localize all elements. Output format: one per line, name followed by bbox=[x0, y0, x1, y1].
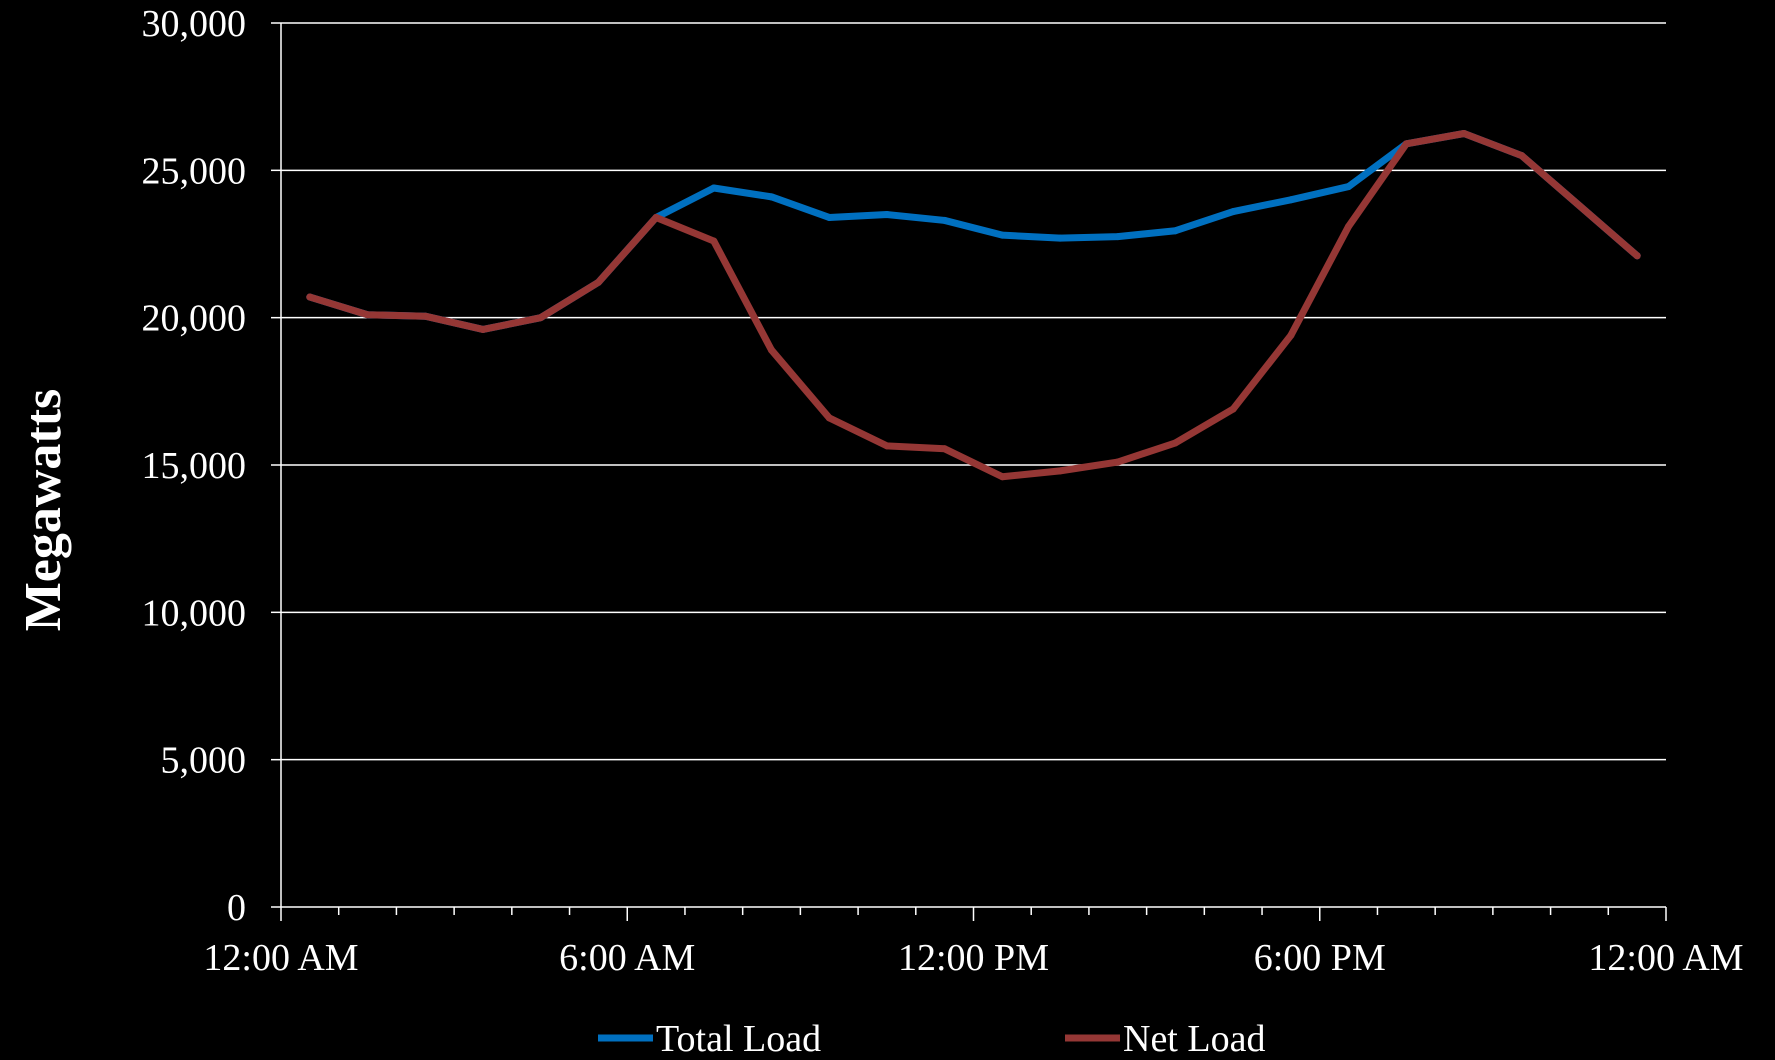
legend-label: Total Load bbox=[656, 1018, 821, 1060]
series-line-total-load bbox=[306, 130, 1641, 333]
data-point bbox=[1229, 208, 1237, 216]
y-axis-ticks: 0 5,000 10,000 15,000 20,000 25,000 30,000 bbox=[142, 3, 281, 929]
data-point bbox=[1402, 140, 1410, 148]
data-point bbox=[1287, 196, 1295, 204]
data-point bbox=[941, 445, 949, 453]
series-line-net-load bbox=[306, 130, 1641, 481]
data-point bbox=[1575, 202, 1583, 210]
data-point bbox=[1633, 252, 1641, 260]
data-point bbox=[364, 311, 372, 319]
legend-label: Net Load bbox=[1123, 1018, 1265, 1060]
x-tick-label: 6:00 AM bbox=[559, 937, 695, 979]
data-point bbox=[652, 213, 660, 221]
data-point bbox=[537, 314, 545, 322]
data-point bbox=[479, 325, 487, 333]
data-point bbox=[1460, 130, 1468, 137]
data-point bbox=[306, 293, 314, 301]
data-point bbox=[1287, 331, 1295, 339]
series-lines bbox=[306, 130, 1641, 481]
data-point bbox=[1056, 234, 1064, 242]
data-point bbox=[710, 184, 718, 192]
data-point bbox=[941, 216, 949, 224]
legend: Total Load Net Load bbox=[598, 1018, 1265, 1060]
data-point bbox=[768, 193, 776, 201]
x-axis-ticks: 12:00 AM 6:00 AM 12:00 PM 6:00 PM 12:00 AM bbox=[203, 907, 1744, 979]
data-point bbox=[1114, 458, 1122, 466]
data-point bbox=[1345, 183, 1353, 191]
y-tick-label: 30,000 bbox=[142, 3, 247, 45]
y-axis-label: Megawatts bbox=[15, 389, 72, 632]
data-point bbox=[825, 213, 833, 221]
data-point bbox=[1171, 227, 1179, 235]
data-point bbox=[1229, 405, 1237, 413]
data-point bbox=[421, 312, 429, 320]
data-point bbox=[1114, 233, 1122, 241]
data-point bbox=[883, 442, 891, 450]
data-point bbox=[1056, 467, 1064, 475]
y-tick-label: 15,000 bbox=[142, 445, 247, 487]
x-tick-label: 12:00 AM bbox=[203, 937, 358, 979]
data-point bbox=[825, 414, 833, 422]
data-point bbox=[998, 231, 1006, 239]
data-point bbox=[594, 278, 602, 286]
data-point bbox=[998, 473, 1006, 481]
data-point bbox=[1518, 152, 1526, 160]
data-point bbox=[883, 211, 891, 219]
data-point bbox=[710, 237, 718, 245]
x-tick-label: 12:00 PM bbox=[898, 937, 1049, 979]
y-tick-label: 10,000 bbox=[142, 592, 247, 634]
data-point bbox=[768, 346, 776, 354]
data-point bbox=[1345, 222, 1353, 230]
y-tick-label: 5,000 bbox=[161, 740, 247, 782]
x-tick-label: 6:00 PM bbox=[1254, 937, 1386, 979]
x-tick-label: 12:00 AM bbox=[1588, 937, 1743, 979]
y-tick-label: 0 bbox=[227, 887, 246, 929]
y-tick-label: 25,000 bbox=[142, 150, 247, 192]
y-tick-label: 20,000 bbox=[142, 298, 247, 340]
data-point bbox=[1171, 439, 1179, 447]
